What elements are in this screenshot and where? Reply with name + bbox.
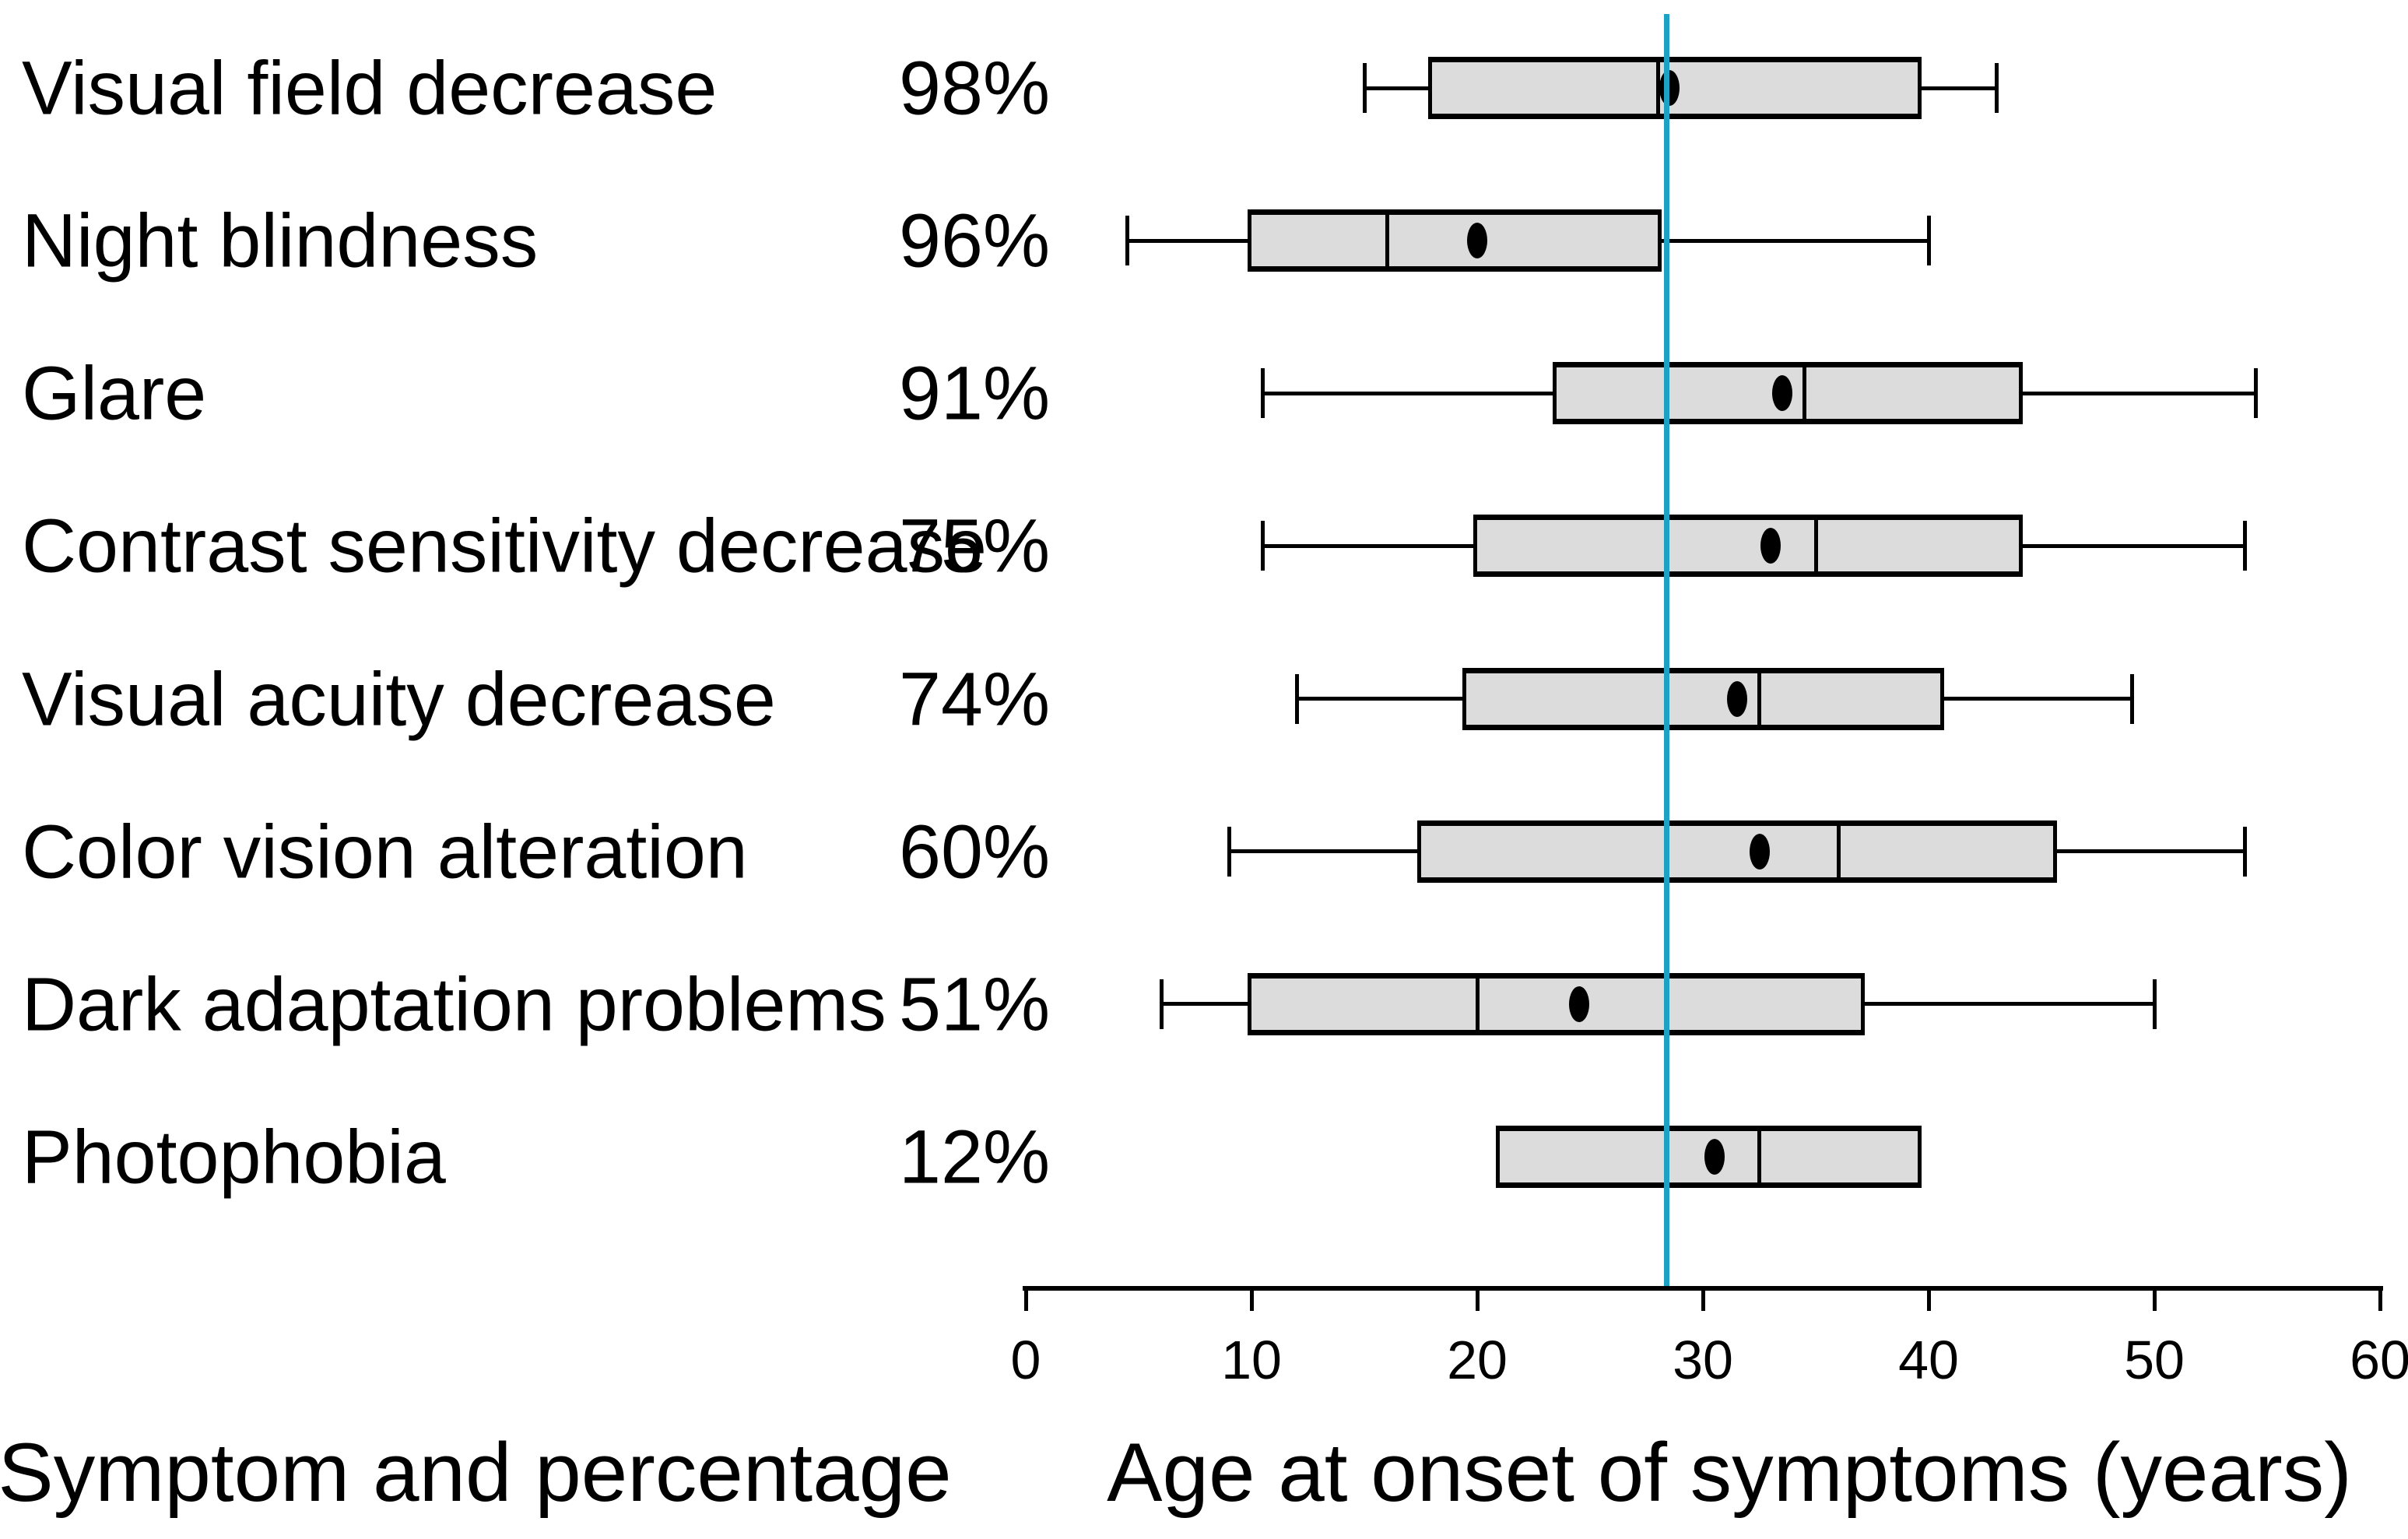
x-axis-tick-label: 50 <box>2124 1330 2185 1390</box>
median-line <box>1655 57 1660 119</box>
x-axis-tick <box>1249 1286 1254 1311</box>
percentage-label: 75% <box>899 503 1051 589</box>
median-line <box>1836 820 1841 883</box>
x-axis-tick-label: 10 <box>1221 1330 1282 1390</box>
symptom-label: Visual field decrease <box>22 45 718 131</box>
x-axis-tick-label: 60 <box>2350 1330 2408 1390</box>
x-axis-tick <box>1023 1286 1028 1311</box>
left-axis-title: Symptom and percentage <box>0 1425 952 1519</box>
median-line <box>1813 515 1818 578</box>
x-axis-tick-label: 30 <box>1673 1330 1733 1390</box>
iqr-box <box>1473 515 2023 578</box>
reference-line <box>1664 14 1670 1286</box>
mean-dot <box>1726 680 1747 717</box>
iqr-box <box>1416 820 2057 883</box>
x-axis-tick <box>1926 1286 1931 1311</box>
median-line <box>1385 209 1389 272</box>
whisker-cap-low <box>1261 521 1265 571</box>
whisker-cap-high <box>2242 826 2247 877</box>
mean-dot <box>1749 833 1770 870</box>
iqr-box <box>1462 667 1944 730</box>
symptom-label: Glare <box>22 350 207 436</box>
symptom-label: Color vision alteration <box>22 809 748 894</box>
whisker-cap-low <box>1261 368 1265 419</box>
symptom-label: Photophobia <box>22 1114 446 1200</box>
whisker-cap-high <box>2129 673 2134 724</box>
whisker-cap-low <box>1227 826 1231 877</box>
x-axis-tick <box>2378 1286 2382 1311</box>
x-axis-tick <box>1475 1286 1480 1311</box>
iqr-box <box>1248 972 1865 1035</box>
percentage-label: 96% <box>899 198 1051 283</box>
x-axis-title: Age at onset of symptoms (years) <box>1107 1425 2352 1519</box>
symptom-label: Night blindness <box>22 198 539 283</box>
iqr-box <box>1248 209 1662 272</box>
percentage-label: 60% <box>899 809 1051 894</box>
mean-dot <box>1467 223 1487 259</box>
symptom-label: Dark adaptation problems <box>22 961 886 1047</box>
median-line <box>1757 1126 1761 1189</box>
symptom-label: Visual acuity decrease <box>22 656 776 742</box>
whisker-cap-low <box>1362 63 1367 113</box>
percentage-label: 51% <box>899 961 1051 1047</box>
whisker-cap-high <box>2254 368 2258 419</box>
percentage-label: 98% <box>899 45 1051 131</box>
whisker-cap-low <box>1159 979 1164 1029</box>
x-axis-tick <box>1701 1286 1705 1311</box>
whisker-cap-low <box>1294 673 1299 724</box>
mean-dot <box>1760 528 1781 564</box>
mean-dot <box>1704 1139 1725 1175</box>
whisker-cap-high <box>2242 521 2247 571</box>
x-axis-tick-label: 40 <box>1898 1330 1959 1390</box>
x-axis-tick <box>2152 1286 2157 1311</box>
x-axis-tick-label: 20 <box>1447 1330 1508 1390</box>
mean-dot <box>1568 986 1589 1022</box>
median-line <box>1802 362 1806 425</box>
percentage-label: 91% <box>899 350 1051 436</box>
mean-dot <box>1771 375 1792 412</box>
percentage-label: 74% <box>899 656 1051 742</box>
whisker-cap-high <box>1926 216 1931 266</box>
median-line <box>1757 667 1761 730</box>
x-axis-tick-label: 0 <box>1010 1330 1041 1390</box>
whisker-cap-high <box>1994 63 1999 113</box>
whisker-cap-high <box>2152 979 2157 1029</box>
percentage-label: 12% <box>899 1114 1051 1200</box>
median-line <box>1475 972 1480 1035</box>
symptom-label: Contrast sensitivity decrease <box>22 503 987 589</box>
whisker-cap-low <box>1125 216 1129 266</box>
